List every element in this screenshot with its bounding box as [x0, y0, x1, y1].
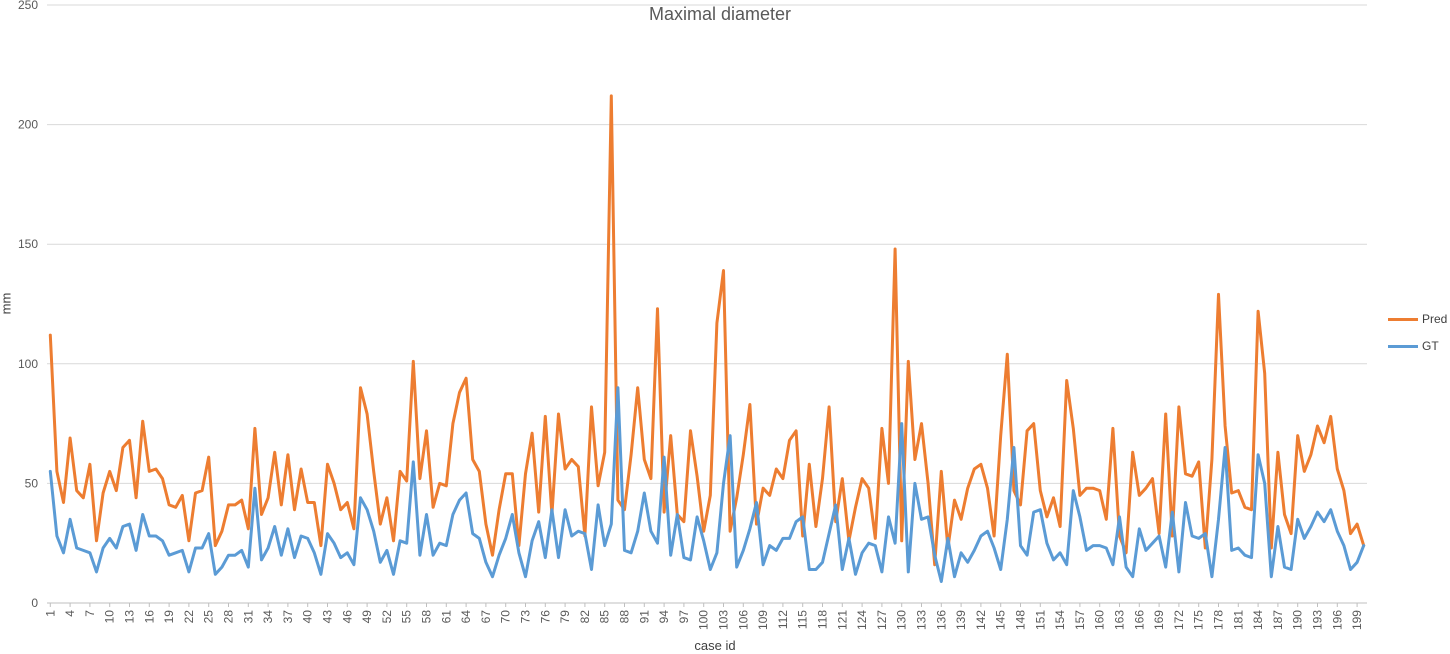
y-tick-labels: 0 50 100 150 200 250: [18, 0, 38, 610]
legend-item-pred: Pred: [1388, 311, 1450, 327]
x-tick-label: 193: [1311, 610, 1325, 630]
x-tick-label: 4: [63, 610, 77, 617]
x-tick-label: 166: [1132, 610, 1146, 630]
x-tick-label: 91: [637, 610, 651, 624]
x-tick-label: 136: [934, 610, 948, 630]
x-tick-label: 70: [499, 610, 513, 624]
x-tick-label: 103: [717, 610, 731, 630]
x-tick-label: 130: [895, 610, 909, 630]
x-tick-label: 94: [657, 610, 671, 624]
x-tick-label: 28: [222, 610, 236, 624]
x-tick-label: 88: [618, 610, 632, 624]
series-lines: [48, 94, 1366, 583]
x-tick-label: 43: [321, 610, 335, 624]
x-tick-label: 109: [756, 610, 770, 630]
x-tick-label: 76: [538, 610, 552, 624]
x-tick-label: 160: [1093, 610, 1107, 630]
x-tick-label: 82: [578, 610, 592, 624]
x-tick-label: 7: [83, 610, 97, 617]
legend: Pred GT: [1388, 311, 1450, 365]
x-tick-label: 181: [1231, 610, 1245, 630]
x-tick-label: 133: [915, 610, 929, 630]
x-tick-label: 178: [1212, 610, 1226, 630]
x-tick-label: 151: [1033, 610, 1047, 630]
x-tick-label: 142: [974, 610, 988, 630]
x-tick-label: 169: [1152, 610, 1166, 630]
x-tick-label: 52: [380, 610, 394, 624]
x-tick-label: 148: [1014, 610, 1028, 630]
legend-item-gt: GT: [1388, 338, 1450, 354]
x-tick-label: 73: [519, 610, 533, 624]
x-tick-label: 172: [1172, 610, 1186, 630]
x-tick-label: 31: [241, 610, 255, 624]
x-tick-label: 121: [835, 610, 849, 630]
x-tick-label: 46: [340, 610, 354, 624]
x-tick-label: 79: [558, 610, 572, 624]
x-tick-label: 187: [1271, 610, 1285, 630]
x-tick-label: 145: [994, 610, 1008, 630]
x-tick-label: 157: [1073, 610, 1087, 630]
x-tick-label: 67: [479, 610, 493, 624]
x-tick-label: 184: [1251, 610, 1265, 630]
x-tick-label: 34: [261, 610, 275, 624]
y-tick-label: 200: [18, 118, 38, 132]
x-tick-label: 118: [816, 610, 830, 629]
legend-swatch-pred: [1388, 317, 1418, 321]
legend-label-pred: Pred: [1422, 312, 1448, 326]
y-tick-label: 100: [18, 357, 38, 371]
y-tick-label: 0: [31, 596, 38, 610]
x-tick-label: 199: [1350, 610, 1364, 630]
x-tick-label: 58: [420, 610, 434, 624]
gridlines: [47, 4, 1367, 604]
x-tick-label: 22: [182, 610, 196, 624]
x-tick-label: 55: [400, 610, 414, 624]
x-tick-label: 49: [360, 610, 374, 624]
x-tick-label: 13: [123, 610, 137, 624]
x-tick-label: 10: [103, 610, 117, 624]
legend-label-gt: GT: [1422, 339, 1439, 353]
legend-swatch-gt: [1388, 344, 1418, 348]
x-tick-label: 139: [954, 610, 968, 630]
x-axis-label: case id: [694, 638, 736, 653]
x-tick-label: 100: [697, 610, 711, 630]
series-line-pred: [48, 94, 1366, 567]
x-tick-label: 64: [459, 610, 473, 624]
x-tick-label: 1: [43, 610, 57, 617]
x-tick-label: 127: [875, 610, 889, 630]
x-tick-label: 19: [162, 610, 176, 624]
x-tick-label: 124: [855, 610, 869, 630]
x-tick-label: 37: [281, 610, 295, 624]
y-tick-label: 150: [18, 237, 38, 251]
y-tick-label: 250: [18, 0, 38, 12]
x-tick-label: 163: [1113, 610, 1127, 630]
x-tick-label: 115: [796, 610, 810, 629]
x-tick-label: 25: [202, 610, 216, 624]
x-tick-label: 40: [301, 610, 315, 624]
x-tick-label: 154: [1053, 610, 1067, 630]
x-tick-label: 97: [677, 610, 691, 624]
series-line-gt: [48, 386, 1366, 583]
x-tick-label: 85: [598, 610, 612, 624]
y-tick-label: 50: [25, 476, 39, 490]
x-tick-label: 190: [1291, 610, 1305, 630]
chart-title: Maximal diameter: [648, 4, 792, 24]
x-tick-label: 196: [1330, 610, 1344, 630]
x-tick-label: 112: [776, 610, 790, 629]
x-tick-label: 175: [1192, 610, 1206, 630]
x-tick-label: 106: [736, 610, 750, 630]
x-tick-labels: 1 4 7 10 13 16 19 22 25 28 31 34 37 40 43 46 49 52 55 58 61 6…: [43, 603, 1364, 630]
x-tick-label: 16: [142, 610, 156, 624]
x-tick-label: 61: [439, 610, 453, 624]
